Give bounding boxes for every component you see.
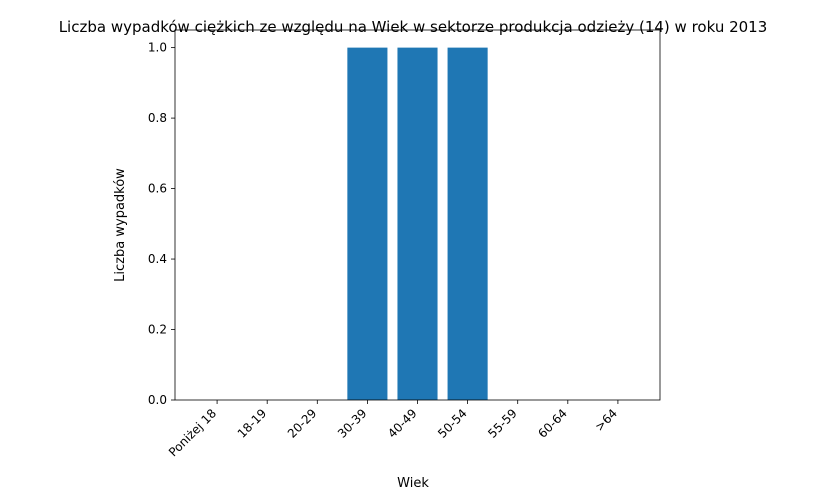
y-tick-label-1: 0.2 (148, 323, 167, 337)
chart-title: Liczba wypadków ciężkich ze względu na W… (59, 18, 768, 36)
x-tick-label-4: 40-49 (385, 406, 420, 441)
y-tick-label-3: 0.6 (148, 182, 167, 196)
y-axis-label: Liczba wypadków (113, 168, 128, 282)
x-tick-label-2: 20-29 (285, 406, 320, 441)
x-tick-label-0: Poniżej 18 (166, 406, 219, 459)
x-tick-label-6: 55-59 (485, 406, 520, 441)
x-tick-label-1: 18-19 (235, 406, 270, 441)
y-tick-label-0: 0.0 (148, 393, 167, 407)
x-tick-label-7: 60-64 (535, 406, 570, 441)
bar-3 (347, 47, 388, 400)
bar-5 (447, 47, 488, 400)
plot-area: 0.0 0.2 0.4 0.6 0.8 1.0 Poniżej 18 18-19 20-29 30… (148, 29, 661, 459)
y-tick-label-5: 1.0 (148, 41, 167, 55)
bar-4 (397, 47, 438, 400)
x-tick-label-3: 30-39 (335, 406, 370, 441)
x-axis-label: Wiek (397, 476, 429, 491)
x-tick-label-8: >64 (592, 406, 620, 434)
y-tick-label-4: 0.8 (148, 111, 167, 125)
y-tick-label-2: 0.4 (148, 252, 167, 266)
x-tick-label-5: 50-54 (435, 406, 470, 441)
